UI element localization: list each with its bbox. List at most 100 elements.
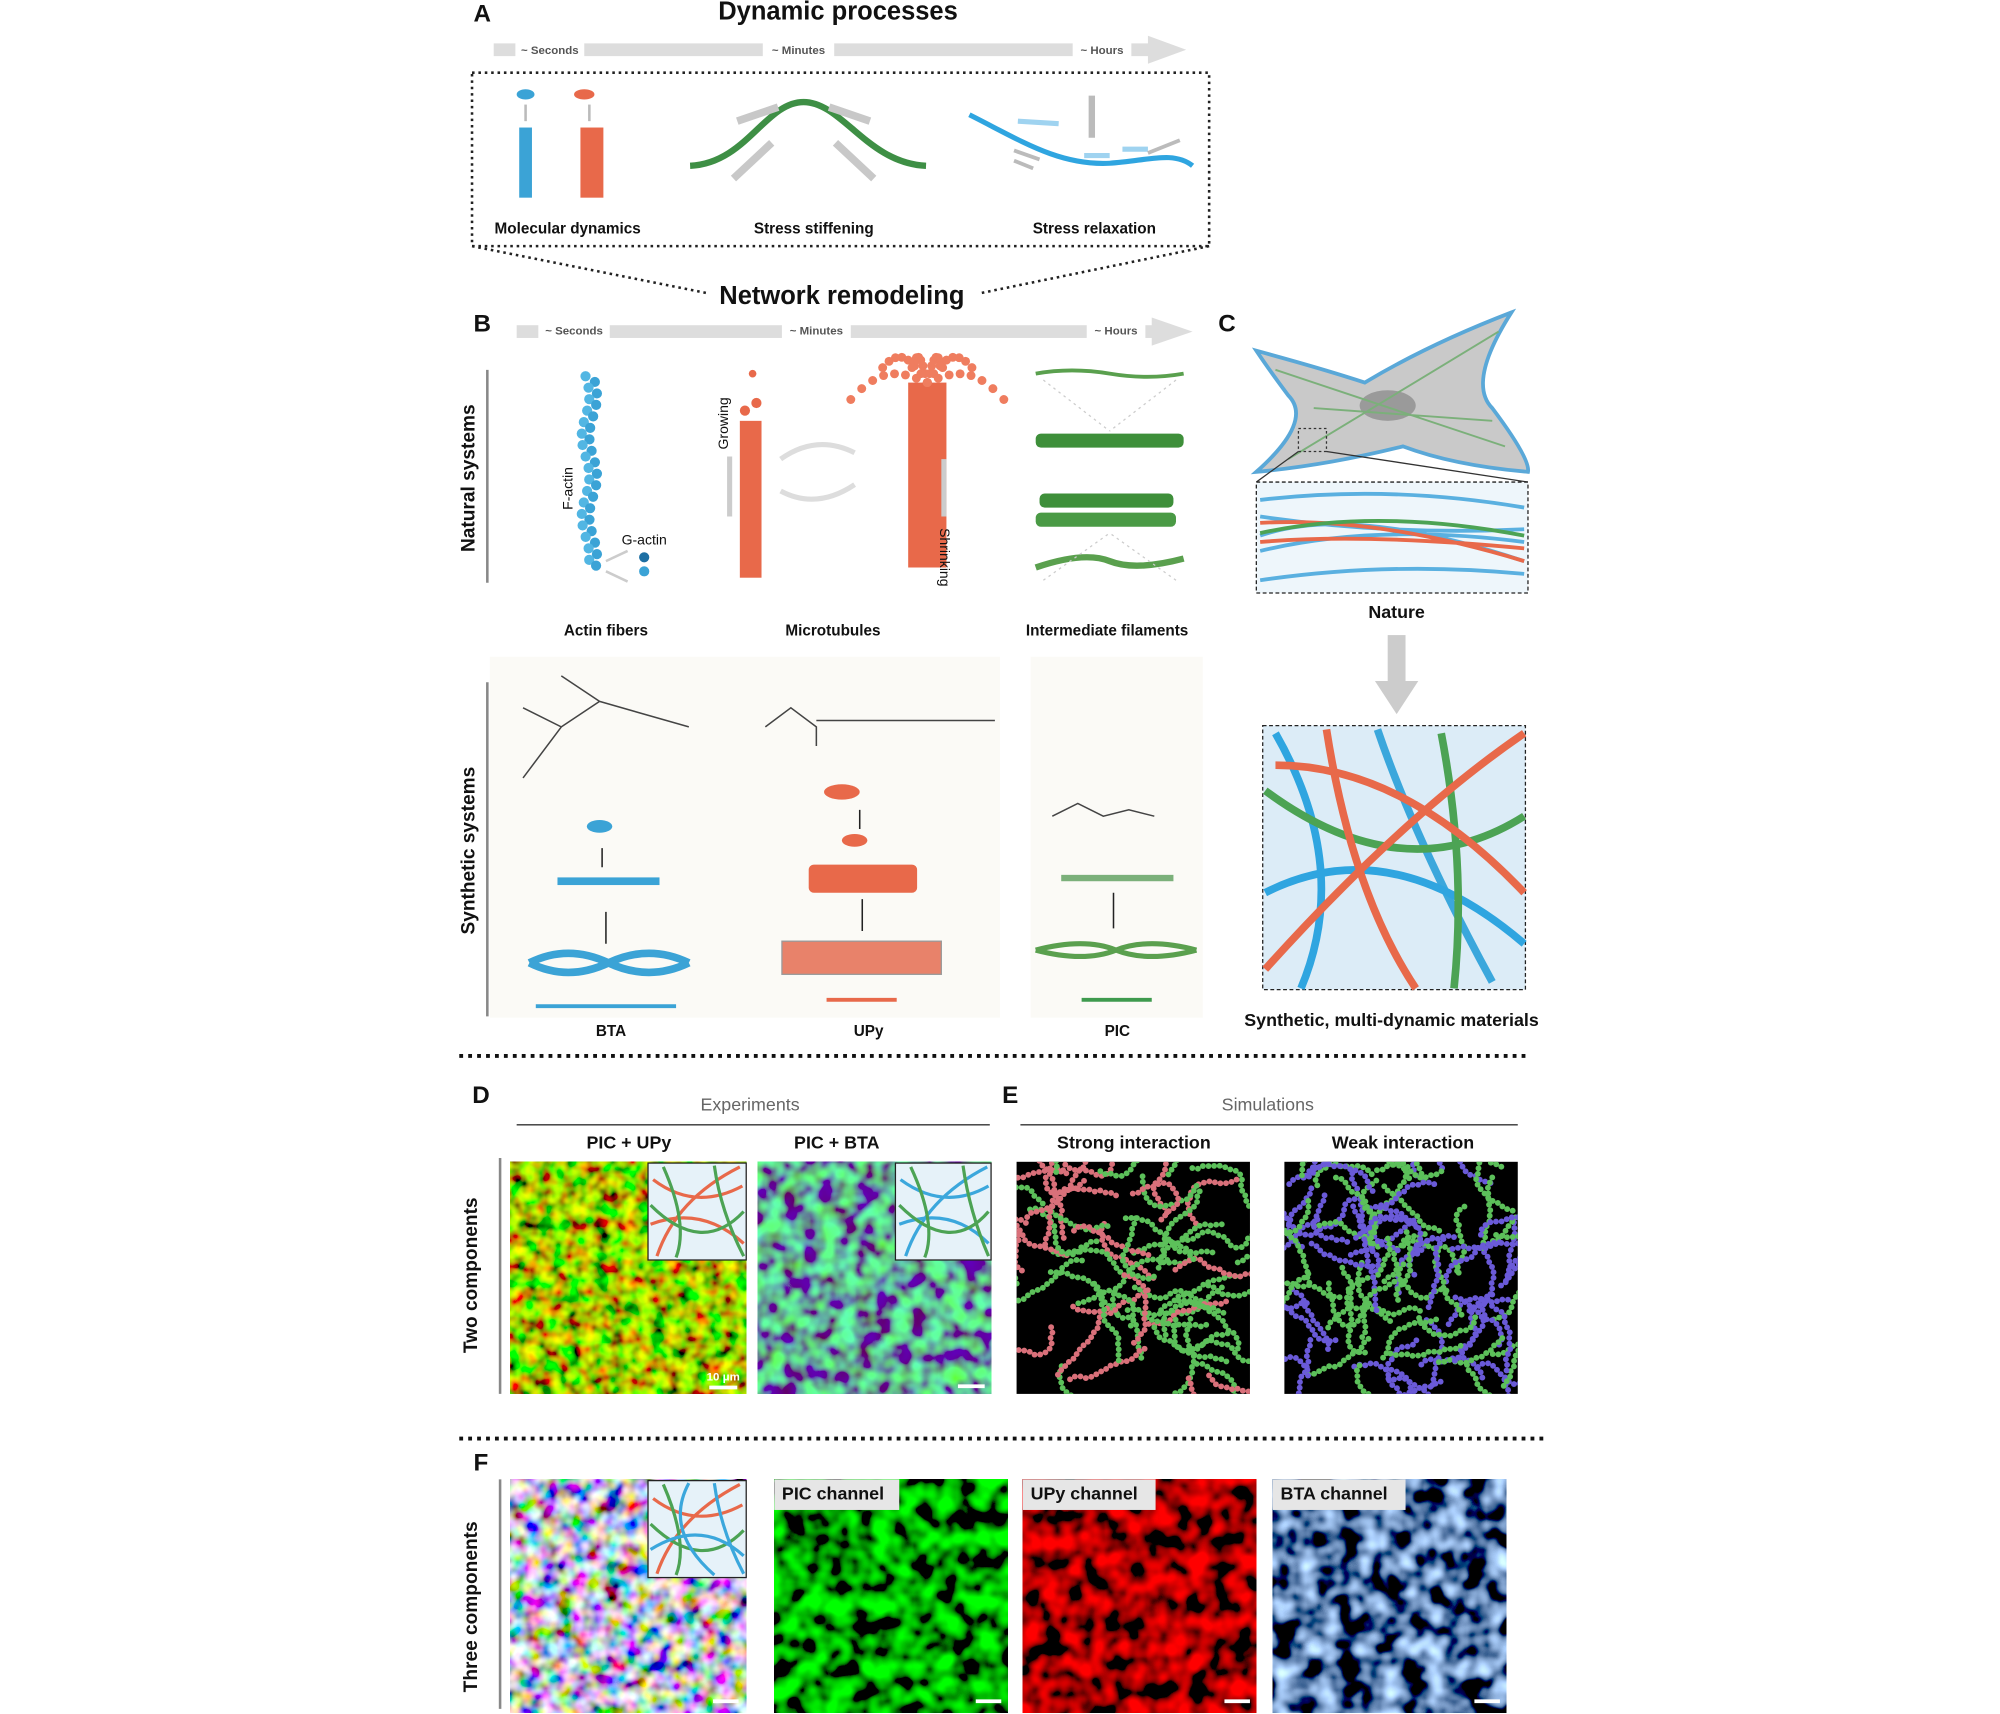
bead	[1354, 1163, 1361, 1169]
bead	[1266, 1337, 1272, 1343]
bead	[1531, 1216, 1537, 1222]
bead	[1360, 1223, 1367, 1230]
bead	[1345, 1273, 1351, 1280]
bead	[1234, 1259, 1241, 1266]
bead	[1477, 1369, 1484, 1376]
bead	[1540, 1278, 1546, 1284]
tubulin	[977, 376, 987, 385]
bead	[1445, 1321, 1452, 1328]
bead	[1193, 1182, 1200, 1189]
bead	[1425, 1304, 1432, 1311]
tubulin	[748, 369, 757, 378]
bead	[1431, 1181, 1438, 1188]
bead	[1422, 1319, 1429, 1326]
panel-letter: D	[472, 1082, 490, 1109]
bead	[1513, 1412, 1519, 1418]
guides	[1042, 379, 1177, 581]
bead	[1383, 1214, 1389, 1221]
bead	[1396, 1326, 1402, 1333]
bead	[1095, 1319, 1102, 1326]
column-label: Actin fibers	[564, 622, 648, 639]
bead	[1413, 1161, 1417, 1163]
bead	[1397, 1276, 1404, 1283]
bead	[1449, 1245, 1456, 1252]
cytoskeleton	[1275, 330, 1506, 460]
bead	[1112, 1254, 1119, 1260]
bead	[1500, 1382, 1507, 1389]
bead	[1487, 1291, 1494, 1297]
bead	[1347, 1166, 1354, 1173]
stack	[557, 877, 660, 886]
bead	[1367, 1360, 1374, 1367]
panel-title: Dynamic processes	[718, 0, 958, 25]
bead	[1470, 1319, 1477, 1326]
bead	[1298, 1373, 1305, 1380]
bead	[1367, 1240, 1374, 1247]
bead	[1299, 1218, 1305, 1225]
bead	[1134, 1161, 1140, 1164]
bead	[1056, 1270, 1063, 1276]
bead	[1005, 1218, 1011, 1224]
bead	[1149, 1221, 1156, 1228]
bead	[1320, 1289, 1327, 1296]
bead	[1496, 1314, 1503, 1321]
bead	[1250, 1362, 1256, 1368]
bead	[1016, 1253, 1019, 1260]
bead	[1158, 1216, 1165, 1223]
bead	[1325, 1161, 1332, 1168]
bead	[1059, 1224, 1066, 1230]
bead	[1278, 1301, 1284, 1307]
bead	[1344, 1238, 1351, 1245]
bead	[1460, 1243, 1467, 1250]
bead	[1211, 1310, 1218, 1317]
bead	[1553, 1226, 1559, 1232]
bead	[1113, 1264, 1120, 1271]
bead	[1162, 1294, 1169, 1301]
bead	[1417, 1236, 1424, 1242]
bead	[1095, 1290, 1102, 1297]
bead	[1259, 1398, 1265, 1404]
bead	[1011, 1124, 1017, 1130]
bead	[1171, 1162, 1178, 1169]
bead	[1491, 1342, 1497, 1349]
bead	[1053, 1152, 1059, 1158]
bead	[1170, 1322, 1177, 1329]
section-heading: Simulations	[1222, 1094, 1314, 1114]
bead	[1440, 1284, 1447, 1291]
bead	[1317, 1139, 1323, 1145]
bead	[1524, 1310, 1530, 1316]
bead	[1362, 1173, 1369, 1180]
bead	[1263, 1414, 1269, 1420]
bead	[1320, 1161, 1327, 1168]
bead	[1457, 1327, 1464, 1334]
bead	[1028, 1138, 1034, 1144]
bead	[1134, 1248, 1141, 1255]
bead	[1240, 1257, 1246, 1264]
bead	[1213, 1221, 1220, 1228]
bead	[1504, 1324, 1510, 1331]
timeline-label: ~ Minutes	[772, 45, 825, 57]
bead	[1239, 1387, 1246, 1394]
bead	[1269, 1218, 1275, 1224]
bead	[1276, 1179, 1282, 1185]
bead	[1393, 1267, 1400, 1273]
bead	[1273, 1280, 1279, 1286]
bead	[1171, 1327, 1178, 1334]
bead	[1172, 1316, 1179, 1323]
bead	[1384, 1163, 1390, 1170]
bead	[1161, 1326, 1168, 1333]
nucleus	[1359, 390, 1416, 421]
bead	[1193, 1250, 1199, 1257]
bead	[1411, 1271, 1418, 1278]
bead	[1512, 1352, 1518, 1359]
bead	[1070, 1398, 1076, 1404]
bead	[1472, 1249, 1478, 1256]
bead	[1436, 1349, 1443, 1355]
bead	[1336, 1361, 1343, 1368]
bead	[1243, 1240, 1250, 1247]
bead	[1205, 1163, 1212, 1169]
bead	[1355, 1318, 1361, 1324]
bead	[1438, 1338, 1445, 1345]
bead	[1427, 1397, 1433, 1403]
bead	[1315, 1164, 1322, 1171]
